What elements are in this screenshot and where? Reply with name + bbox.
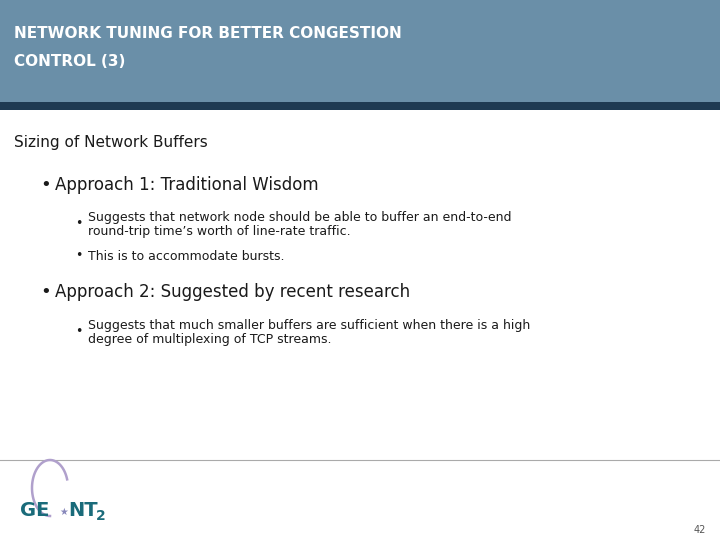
Text: This is to accommodate bursts.: This is to accommodate bursts. <box>88 249 284 262</box>
Text: Sizing of Network Buffers: Sizing of Network Buffers <box>14 134 208 150</box>
Text: NT: NT <box>68 501 98 519</box>
Text: Approach 1: Traditional Wisdom: Approach 1: Traditional Wisdom <box>55 176 319 194</box>
Text: Approach 2: Suggested by recent research: Approach 2: Suggested by recent research <box>55 283 410 301</box>
Text: 42: 42 <box>693 525 706 535</box>
Text: •: • <box>75 218 82 231</box>
Text: round-trip time’s worth of line-rate traffic.: round-trip time’s worth of line-rate tra… <box>88 226 351 239</box>
Text: •: • <box>75 249 82 262</box>
Text: degree of multiplexing of TCP streams.: degree of multiplexing of TCP streams. <box>88 334 331 347</box>
Bar <box>0 102 720 110</box>
Text: GE: GE <box>20 501 50 519</box>
Text: ★: ★ <box>59 507 68 517</box>
Text: •: • <box>40 283 50 301</box>
Bar <box>0 0 720 102</box>
Text: NETWORK TUNING FOR BETTER CONGESTION: NETWORK TUNING FOR BETTER CONGESTION <box>14 25 402 40</box>
Text: Suggests that much smaller buffers are sufficient when there is a high: Suggests that much smaller buffers are s… <box>88 320 530 333</box>
Text: CONTROL (3): CONTROL (3) <box>14 55 125 70</box>
Text: •: • <box>40 176 50 194</box>
Text: 2: 2 <box>96 509 106 523</box>
Text: •: • <box>75 326 82 339</box>
Text: Suggests that network node should be able to buffer an end-to-end: Suggests that network node should be abl… <box>88 212 511 225</box>
